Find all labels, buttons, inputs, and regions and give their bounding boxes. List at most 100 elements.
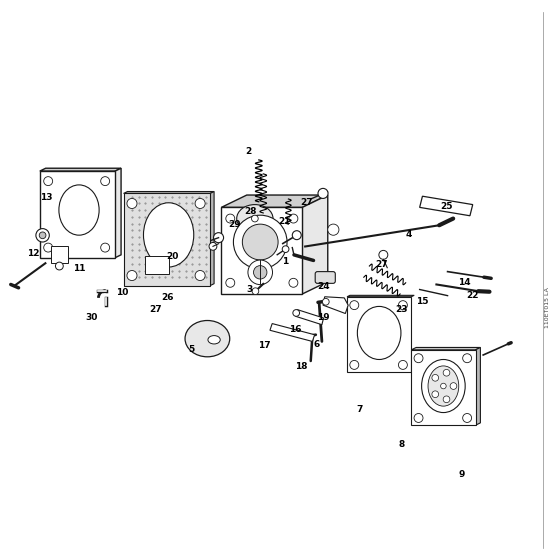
Circle shape xyxy=(292,231,301,240)
Text: 110ET015 LA: 110ET015 LA xyxy=(544,287,549,328)
Polygon shape xyxy=(302,195,328,294)
Polygon shape xyxy=(40,168,121,171)
Circle shape xyxy=(209,242,217,250)
Circle shape xyxy=(55,262,63,270)
Text: 24: 24 xyxy=(318,282,330,291)
Text: 12: 12 xyxy=(27,249,39,258)
Text: 2: 2 xyxy=(246,147,252,156)
Circle shape xyxy=(251,215,258,222)
Text: 25: 25 xyxy=(440,202,452,211)
Text: 15: 15 xyxy=(416,297,429,306)
Circle shape xyxy=(252,288,259,295)
Text: 26: 26 xyxy=(161,293,174,302)
Text: 4: 4 xyxy=(405,230,412,239)
Circle shape xyxy=(450,382,457,389)
Circle shape xyxy=(323,298,329,305)
Circle shape xyxy=(127,198,137,208)
Circle shape xyxy=(44,176,53,185)
Circle shape xyxy=(398,361,407,370)
Text: 9: 9 xyxy=(459,470,465,479)
Text: 22: 22 xyxy=(466,291,479,300)
Polygon shape xyxy=(323,297,348,314)
Polygon shape xyxy=(475,347,480,425)
Text: 19: 19 xyxy=(318,314,330,323)
Circle shape xyxy=(36,228,49,242)
Polygon shape xyxy=(124,193,210,286)
Text: 16: 16 xyxy=(290,325,302,334)
Ellipse shape xyxy=(185,320,230,357)
Ellipse shape xyxy=(59,185,99,235)
Polygon shape xyxy=(411,347,480,350)
Circle shape xyxy=(248,260,273,284)
Ellipse shape xyxy=(143,203,194,267)
Text: 27: 27 xyxy=(150,305,162,314)
Ellipse shape xyxy=(357,306,401,360)
Polygon shape xyxy=(347,297,411,372)
Circle shape xyxy=(328,224,339,235)
Polygon shape xyxy=(270,324,315,342)
Ellipse shape xyxy=(428,366,459,406)
Polygon shape xyxy=(51,246,68,263)
Circle shape xyxy=(463,413,472,422)
Circle shape xyxy=(101,243,110,252)
Polygon shape xyxy=(115,168,121,258)
Text: 7: 7 xyxy=(357,405,363,414)
Circle shape xyxy=(289,278,298,287)
Circle shape xyxy=(350,361,359,370)
Circle shape xyxy=(443,370,450,376)
Text: 18: 18 xyxy=(295,362,307,371)
Polygon shape xyxy=(221,195,328,207)
Polygon shape xyxy=(221,207,302,294)
Circle shape xyxy=(293,310,300,316)
Circle shape xyxy=(44,243,53,252)
Text: 17: 17 xyxy=(258,342,270,351)
Circle shape xyxy=(414,413,423,422)
Circle shape xyxy=(226,278,235,287)
Ellipse shape xyxy=(237,204,273,232)
Text: 27: 27 xyxy=(301,198,313,207)
Ellipse shape xyxy=(422,360,465,413)
Polygon shape xyxy=(210,192,214,286)
Text: 30: 30 xyxy=(85,314,97,323)
Polygon shape xyxy=(40,171,115,258)
Text: 6: 6 xyxy=(313,340,319,349)
Circle shape xyxy=(234,215,287,269)
Circle shape xyxy=(127,270,137,281)
Circle shape xyxy=(463,354,472,363)
Circle shape xyxy=(318,188,328,198)
Circle shape xyxy=(414,354,423,363)
Polygon shape xyxy=(419,196,473,216)
Text: 23: 23 xyxy=(395,305,408,314)
Circle shape xyxy=(195,270,205,281)
Text: 20: 20 xyxy=(166,252,179,261)
Text: 13: 13 xyxy=(40,193,53,202)
FancyBboxPatch shape xyxy=(315,272,335,283)
Polygon shape xyxy=(411,350,475,425)
Text: 5: 5 xyxy=(189,346,195,354)
Circle shape xyxy=(213,232,223,242)
Circle shape xyxy=(254,265,267,279)
Text: 1: 1 xyxy=(282,257,289,266)
Circle shape xyxy=(432,375,438,381)
Circle shape xyxy=(101,176,110,185)
Circle shape xyxy=(398,301,407,310)
Text: 14: 14 xyxy=(458,278,470,287)
FancyBboxPatch shape xyxy=(145,256,170,274)
Polygon shape xyxy=(296,310,324,325)
Circle shape xyxy=(195,198,205,208)
Circle shape xyxy=(350,301,359,310)
Text: 8: 8 xyxy=(399,440,405,449)
Text: 28: 28 xyxy=(245,207,257,216)
Text: 29: 29 xyxy=(228,220,240,228)
Text: 3: 3 xyxy=(246,285,253,294)
Polygon shape xyxy=(347,295,414,297)
Ellipse shape xyxy=(208,335,220,344)
Text: 27: 27 xyxy=(375,260,388,269)
Polygon shape xyxy=(124,192,214,193)
Circle shape xyxy=(443,396,450,403)
Circle shape xyxy=(226,214,235,223)
Circle shape xyxy=(282,246,289,253)
Text: 10: 10 xyxy=(116,288,129,297)
Circle shape xyxy=(432,391,438,398)
Circle shape xyxy=(242,224,278,260)
